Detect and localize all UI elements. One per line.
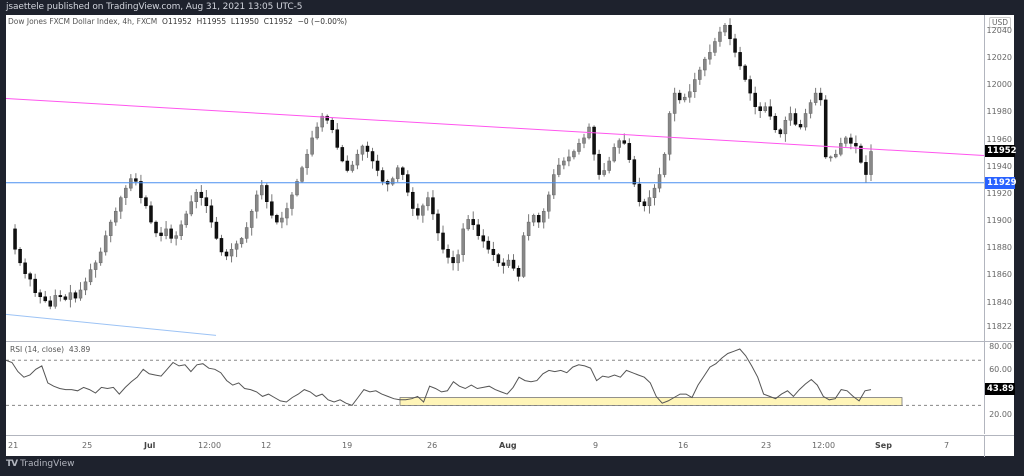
- time-tick: 7: [944, 441, 950, 450]
- rsi-value: 43.89: [68, 345, 91, 354]
- price-tick: 11980: [986, 107, 1012, 117]
- time-tick: 21: [8, 441, 19, 450]
- time-tick: Jul: [144, 441, 156, 450]
- time-tick: 16: [678, 441, 689, 450]
- publisher-line: jsaettele published on TradingView.com, …: [6, 2, 303, 12]
- price-tick: 12000: [986, 80, 1012, 90]
- time-tick: 12:00: [812, 441, 836, 450]
- rsi-legend: RSI (14, close) 43.89: [10, 345, 90, 354]
- price-tick: 12040: [986, 26, 1012, 35]
- ohlc-open: O11952: [162, 17, 192, 26]
- axis-separator: [984, 341, 1014, 342]
- price-pane[interactable]: Dow Jones FXCM Dollar Index, 4h, FXCM O1…: [6, 15, 984, 340]
- time-tick: 26: [427, 441, 438, 450]
- price-tick: 11920: [986, 188, 1012, 198]
- time-axis-corner: [984, 436, 985, 457]
- rsi-tick: 80.00: [989, 342, 1012, 351]
- currency-label[interactable]: USD: [988, 17, 1011, 28]
- footer: TV TradingView: [6, 459, 75, 469]
- price-tick: 11840: [986, 297, 1012, 307]
- price-tick: 12020: [986, 53, 1012, 63]
- price-tick: 11960: [986, 134, 1012, 144]
- ohlc-change: −0 (−0.00%): [297, 17, 347, 26]
- tradingview-logo-icon: TV: [6, 459, 18, 469]
- time-tick: 25: [82, 441, 93, 450]
- time-tick: 12: [261, 441, 272, 450]
- price-tick: 11880: [986, 243, 1012, 253]
- symbol-legend: Dow Jones FXCM Dollar Index, 4h, FXCM O1…: [8, 17, 347, 26]
- time-tick: Aug: [499, 441, 517, 450]
- last-price-tag: 11952: [985, 145, 1017, 158]
- rsi-tick: 20.00: [989, 409, 1012, 419]
- chart-frame: Dow Jones FXCM Dollar Index, 4h, FXCM O1…: [6, 15, 1017, 457]
- candlestick-chart: [6, 18, 984, 336]
- rsi-pane[interactable]: RSI (14, close) 43.89: [6, 341, 984, 435]
- price-tick: 11900: [986, 216, 1012, 226]
- rsi-value-tag: 43.89: [985, 382, 1015, 395]
- rsi-chart: [6, 348, 984, 406]
- time-axis[interactable]: 21 25 Jul 12:00 12 19 26 Aug 9 16 23 12:00 Sep 7: [6, 435, 1014, 457]
- time-tick: 12:00: [198, 441, 222, 450]
- price-tick: 11860: [986, 270, 1012, 280]
- time-tick: 19: [342, 441, 353, 450]
- rsi-tick: 60.00: [989, 364, 1012, 374]
- time-tick: Sep: [875, 441, 892, 450]
- time-tick: 23: [761, 441, 772, 450]
- symbol-name: Dow Jones FXCM Dollar Index, 4h, FXCM: [8, 17, 158, 26]
- level-price-tag: 11929: [985, 176, 1017, 189]
- ohlc-high: H11955: [196, 17, 227, 26]
- rsi-label: RSI (14, close): [10, 345, 65, 354]
- ohlc-close: C11952: [263, 17, 293, 26]
- price-tick: 11940: [986, 161, 1012, 171]
- price-axis[interactable]: USD 12040 12020 12000 11980 11960 11940 11920 1…: [984, 15, 1017, 434]
- ohlc-low: L11950: [230, 17, 259, 26]
- brand-name: TradingView: [20, 459, 75, 469]
- price-tick: 11822: [986, 322, 1012, 331]
- time-tick: 9: [593, 441, 599, 450]
